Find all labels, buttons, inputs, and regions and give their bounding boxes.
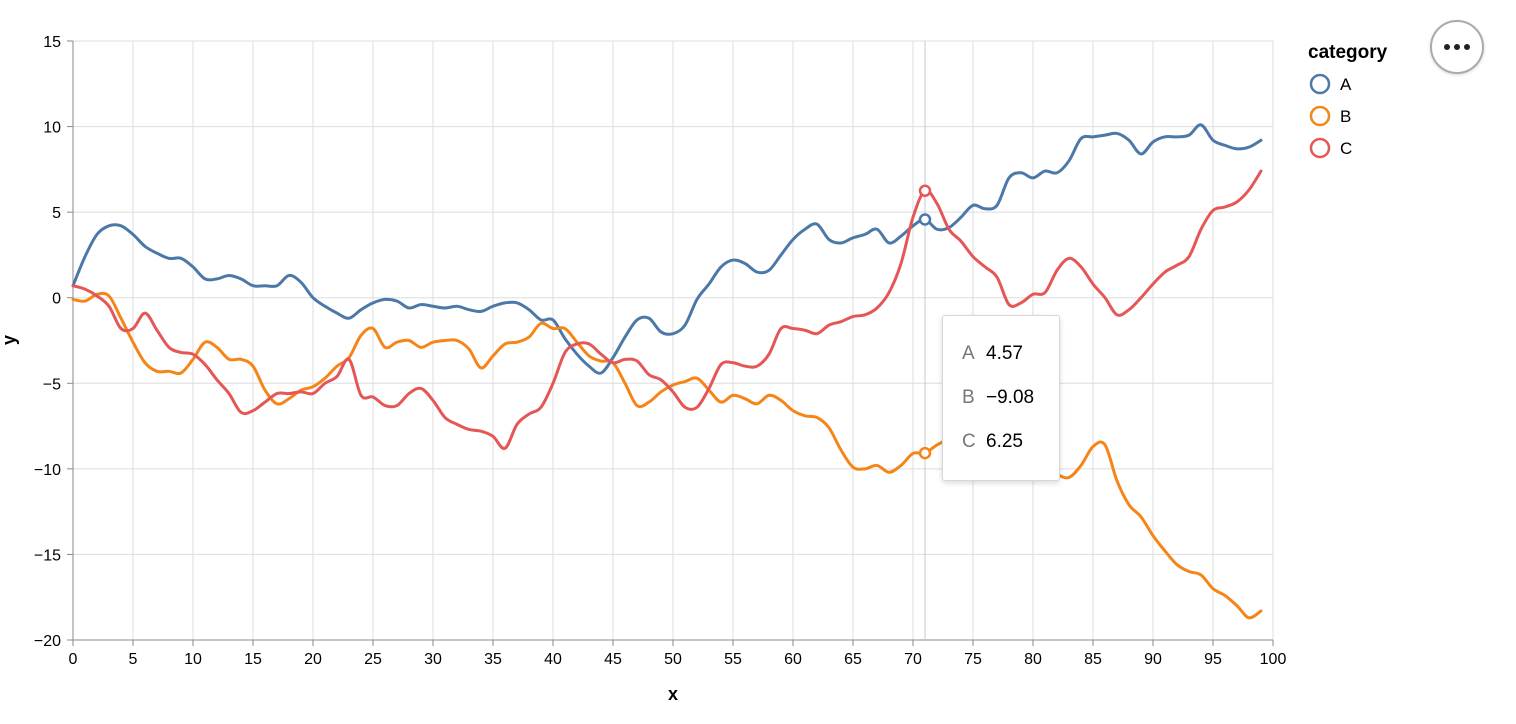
x-tick-label: 50 (664, 651, 682, 668)
series-line-a (71, 123, 1263, 375)
more-horizontal-icon (1444, 44, 1470, 50)
y-tick-label: −10 (34, 462, 61, 479)
legend-label-c: C (1340, 139, 1352, 158)
tooltip-value: 6.25 (986, 431, 1023, 452)
y-tick-label: −15 (34, 547, 61, 564)
x-tick-label: 75 (964, 651, 982, 668)
hover-point-b (918, 446, 932, 460)
x-tick-label: 85 (1084, 651, 1102, 668)
x-tick-label: 25 (364, 651, 382, 668)
tooltip-value: 4.57 (986, 343, 1023, 364)
x-tick-label: 90 (1144, 651, 1162, 668)
tooltip: A 4.57 B −9.08 C 6.25 (942, 315, 1060, 481)
y-tick-label: −20 (34, 633, 61, 650)
tooltip-key: A (962, 343, 975, 364)
x-tick-label: 0 (69, 651, 78, 668)
grid (72, 40, 1274, 641)
hover-layer (918, 41, 932, 640)
legend-symbol-b (1309, 105, 1331, 127)
x-tick-label: 5 (129, 651, 138, 668)
chart-actions-menu-button[interactable] (1430, 20, 1484, 74)
x-tick-label: 65 (844, 651, 862, 668)
x-axis-title: x (668, 684, 678, 704)
tooltip-row-c: C 6.25 (962, 428, 1059, 472)
x-tick-label: 35 (484, 651, 502, 668)
series-line-b (71, 291, 1263, 620)
hover-point-c (918, 184, 932, 197)
y-tick-label: 15 (43, 34, 61, 51)
legend-label-a: A (1340, 75, 1352, 94)
legend-label-b: B (1340, 107, 1351, 126)
tooltip-row-a: A 4.57 (962, 340, 1059, 384)
tooltip-row-b: B −9.08 (962, 384, 1059, 428)
x-tick-label: 55 (724, 651, 742, 668)
x-tick-label: 20 (304, 651, 322, 668)
axes: 0 5 10 15 20 25 30 35 40 45 50 55 60 65 70 75 80 85 90 95 10… (34, 34, 1287, 668)
y-axis-title: y (0, 335, 19, 345)
hover-point-a (918, 213, 932, 226)
tooltip-key: B (962, 387, 975, 408)
y-tick-label: 0 (52, 291, 61, 308)
x-tick-label: 80 (1024, 651, 1042, 668)
x-tick-label: 95 (1204, 651, 1222, 668)
x-tick-label: 40 (544, 651, 562, 668)
y-tick-label: 10 (43, 120, 61, 137)
x-tick-label: 10 (184, 651, 202, 668)
legend-title: category (1308, 42, 1388, 63)
x-tick-label: 30 (424, 651, 442, 668)
x-tick-label: 100 (1260, 651, 1287, 668)
series-line-c (71, 169, 1263, 450)
legend-symbol-a (1309, 73, 1331, 95)
y-tick-label: 5 (52, 205, 61, 222)
x-tick-label: 45 (604, 651, 622, 668)
x-tick-label: 70 (904, 651, 922, 668)
x-tick-label: 60 (784, 651, 802, 668)
legend: category ABC (1308, 42, 1388, 159)
y-tick-label: −5 (43, 376, 61, 393)
x-tick-label: 15 (244, 651, 262, 668)
legend-symbol-c (1309, 137, 1331, 159)
series-lines (71, 123, 1263, 620)
tooltip-key: C (962, 431, 976, 452)
tooltip-value: −9.08 (986, 387, 1035, 408)
